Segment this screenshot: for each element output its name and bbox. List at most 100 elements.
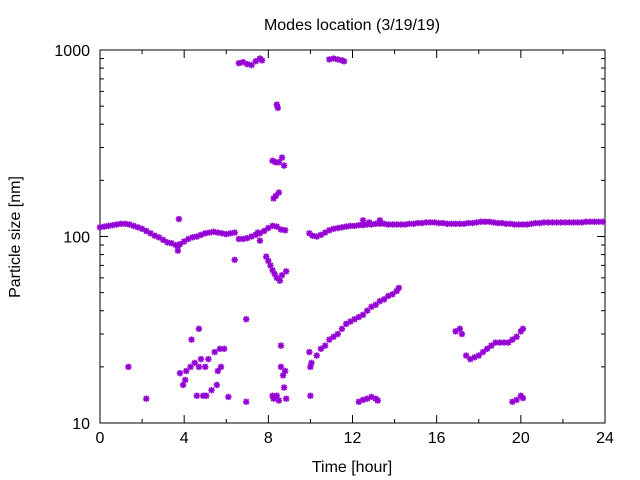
data-point	[277, 342, 285, 349]
data-point	[359, 217, 367, 224]
data-point	[275, 159, 283, 166]
data-point	[275, 397, 283, 404]
x-axis-label: Time [hour]	[312, 459, 392, 476]
data-point	[283, 395, 290, 402]
data-point	[273, 223, 280, 230]
data-point	[280, 384, 288, 391]
x-tick-label: 24	[596, 430, 614, 447]
data-point	[275, 189, 283, 196]
data-point	[174, 247, 182, 254]
data-point	[486, 218, 493, 225]
data-point	[505, 339, 512, 346]
data-point	[513, 396, 520, 404]
data-point	[195, 325, 203, 332]
data-point	[248, 61, 255, 69]
data-point	[281, 367, 289, 375]
data-point	[507, 220, 514, 227]
data-point	[213, 381, 220, 389]
data-point	[211, 348, 218, 356]
data-point	[223, 230, 230, 238]
data-point	[227, 230, 234, 237]
data-point	[143, 395, 150, 402]
data-point	[218, 230, 226, 237]
data-point	[385, 292, 392, 300]
data-point	[203, 392, 210, 399]
data-point	[326, 336, 333, 343]
data-point	[313, 352, 320, 359]
data-point	[188, 336, 195, 343]
data-point	[205, 355, 212, 363]
data-point	[280, 162, 288, 169]
y-tick-labels: 10 100 1000	[54, 43, 90, 433]
y-tick-label: 100	[63, 230, 90, 247]
data-point	[276, 277, 284, 284]
x-tick-label: 16	[428, 430, 446, 447]
data-point	[278, 272, 286, 279]
data-point	[509, 336, 516, 343]
data-point	[456, 325, 464, 332]
data-point	[334, 330, 341, 338]
data-point	[183, 367, 190, 375]
data-point	[193, 392, 200, 399]
data-point	[281, 227, 289, 234]
data-point	[340, 58, 348, 65]
data-point	[258, 57, 266, 64]
data-point	[488, 342, 495, 349]
data-point	[239, 235, 247, 243]
data-point	[243, 398, 250, 405]
data-points	[96, 55, 607, 405]
data-point	[270, 395, 277, 402]
x-tick-label: 20	[512, 430, 530, 447]
data-point	[283, 268, 290, 275]
data-point	[254, 229, 262, 236]
x-tick-label: 8	[264, 430, 273, 447]
data-point	[202, 363, 209, 371]
data-point	[338, 325, 346, 332]
data-point	[182, 376, 189, 384]
data-point	[176, 369, 184, 377]
data-point	[187, 363, 194, 371]
data-point	[306, 348, 313, 356]
data-point	[278, 154, 286, 161]
data-point	[523, 221, 531, 228]
data-point	[395, 284, 402, 292]
y-axis-label: Particle size [nm]	[7, 176, 24, 298]
data-point	[220, 345, 228, 352]
data-point	[217, 363, 225, 371]
axis-ticks	[99, 49, 606, 424]
data-point	[274, 104, 282, 111]
data-point	[401, 221, 409, 228]
x-tick-label: 4	[180, 430, 189, 447]
data-point	[243, 316, 250, 323]
data-point	[309, 232, 316, 239]
data-point	[326, 227, 333, 234]
data-point	[364, 307, 371, 314]
data-point	[376, 217, 384, 224]
data-point	[334, 56, 341, 63]
data-point	[307, 392, 314, 399]
data-point	[359, 311, 367, 319]
y-tick-label: 10	[72, 416, 90, 433]
data-point	[225, 393, 232, 401]
data-point	[366, 219, 373, 226]
data-point	[175, 215, 183, 223]
data-point	[179, 381, 187, 389]
data-point	[277, 363, 285, 371]
data-point	[191, 359, 198, 367]
x-tick-label: 12	[344, 430, 362, 447]
data-point	[155, 234, 163, 241]
data-point	[252, 58, 259, 65]
data-point	[210, 228, 217, 235]
data-point	[519, 325, 527, 332]
data-point	[536, 219, 543, 227]
data-point	[308, 359, 315, 367]
data-point	[270, 195, 277, 202]
data-point	[260, 227, 268, 235]
x-tick-label: 0	[96, 430, 105, 447]
data-point	[513, 333, 520, 340]
plot-frame	[99, 49, 606, 424]
data-point	[195, 363, 203, 371]
y-tick-label: 1000	[54, 43, 90, 60]
chart-title: Modes location (3/19/19)	[264, 17, 440, 34]
